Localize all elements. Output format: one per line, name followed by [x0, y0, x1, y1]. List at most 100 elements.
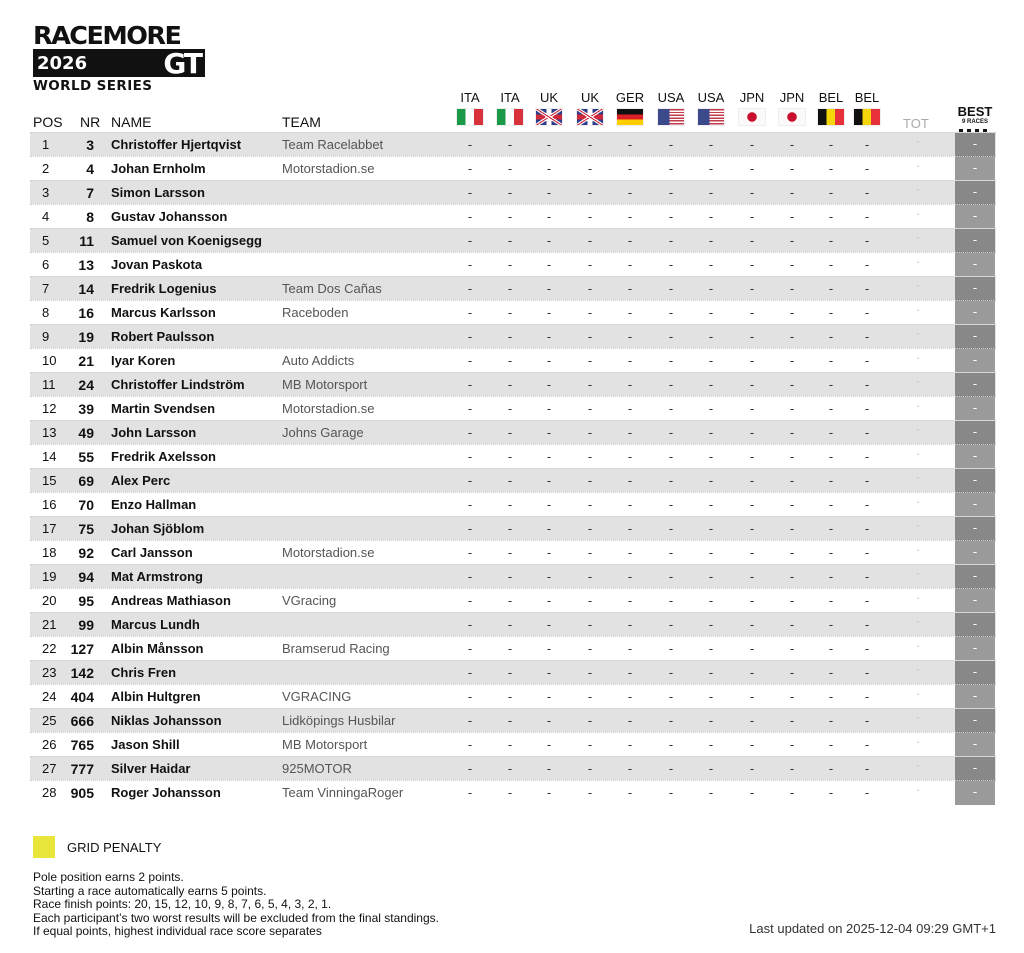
- table-row[interactable]: 17 75 Johan Sjöblom - - - - - - - - - - - - -: [30, 516, 996, 541]
- race-result: -: [467, 329, 473, 344]
- best-9-points: -: [955, 733, 995, 757]
- race-result: -: [668, 161, 674, 176]
- race-result: -: [587, 185, 593, 200]
- race-result: -: [546, 305, 552, 320]
- position: 15: [42, 473, 57, 488]
- table-row[interactable]: 3 7 Simon Larsson - - - - - - - - - - - - -: [30, 180, 996, 205]
- race-result: -: [828, 641, 834, 656]
- italy-flag-icon: [456, 108, 484, 126]
- total-points: -: [916, 233, 920, 244]
- race-result: -: [789, 137, 795, 152]
- race-result: -: [749, 425, 755, 440]
- driver-name: Martin Svendsen: [111, 401, 216, 416]
- race-result: -: [828, 497, 834, 512]
- race-result: -: [828, 425, 834, 440]
- car-number: 16: [78, 305, 94, 321]
- total-points: -: [916, 713, 920, 724]
- table-row[interactable]: 13 49 John Larsson Johns Garage - - - - - - - - -…: [30, 420, 996, 445]
- race-result: -: [789, 377, 795, 392]
- table-row[interactable]: 21 99 Marcus Lundh - - - - - - - - - - - - -: [30, 612, 996, 637]
- race-result: -: [467, 281, 473, 296]
- race-result: -: [708, 353, 714, 368]
- race-result: -: [587, 353, 593, 368]
- race-result: -: [467, 137, 473, 152]
- race-result: -: [749, 785, 755, 800]
- race-result: -: [627, 281, 633, 296]
- table-row[interactable]: 10 21 Iyar Koren Auto Addicts - - - - - - - - - - -…: [30, 348, 996, 373]
- race-result: -: [507, 593, 513, 608]
- table-row[interactable]: 15 69 Alex Perc - - - - - - - - - - - - -: [30, 468, 996, 493]
- total-points: -: [916, 545, 920, 556]
- race-header: GER: [610, 90, 650, 126]
- position: 24: [42, 689, 57, 704]
- race-result: -: [828, 401, 834, 416]
- germany-flag-icon: [616, 108, 644, 126]
- table-row[interactable]: 24 404 Albin Hultgren VGRACING - - - - - - - - - -…: [30, 684, 996, 709]
- car-number: 777: [70, 761, 94, 777]
- race-result: -: [864, 713, 870, 728]
- table-row[interactable]: 9 19 Robert Paulsson - - - - - - - - - - - - -: [30, 324, 996, 349]
- table-row[interactable]: 1 3 Christoffer Hjertqvist Team Racelabb…: [30, 132, 996, 157]
- table-row[interactable]: 12 39 Martin Svendsen Motorstadion.se - - -…: [30, 396, 996, 421]
- total-points: -: [916, 377, 920, 388]
- best-9-points: -: [955, 205, 995, 229]
- driver-name: Simon Larsson: [111, 185, 205, 200]
- race-result: -: [627, 137, 633, 152]
- best-9-points: -: [955, 181, 995, 205]
- race-header: USA: [691, 90, 731, 126]
- race-result: -: [627, 641, 633, 656]
- belgium-flag-icon: [817, 108, 845, 126]
- position: 16: [42, 497, 57, 512]
- table-row[interactable]: 20 95 Andreas Mathiason VGracing - - - - - - - -…: [30, 588, 996, 613]
- race-result: -: [507, 329, 513, 344]
- race-result: -: [668, 617, 674, 632]
- table-row[interactable]: 18 92 Carl Jansson Motorstadion.se - - - - - -…: [30, 540, 996, 565]
- table-row[interactable]: 19 94 Mat Armstrong - - - - - - - - - - - - -: [30, 564, 996, 589]
- race-result: -: [708, 257, 714, 272]
- table-row[interactable]: 7 14 Fredrik Logenius Team Dos Cañas - - - -…: [30, 276, 996, 301]
- race-result: -: [864, 233, 870, 248]
- best-9-points: -: [955, 397, 995, 421]
- race-result: -: [467, 641, 473, 656]
- race-result: -: [864, 689, 870, 704]
- table-row[interactable]: 25 666 Niklas Johansson Lidköpings Husbi…: [30, 708, 996, 733]
- total-points: -: [916, 305, 920, 316]
- driver-name: Jovan Paskota: [111, 257, 203, 272]
- table-row[interactable]: 5 11 Samuel von Koenigsegg ------------ …: [30, 228, 996, 253]
- table-row[interactable]: 6 13 Jovan Paskota - - - - - - - - - - - - -: [30, 252, 996, 277]
- driver-name: Gustav Johansson: [111, 209, 228, 224]
- race-result: -: [507, 713, 513, 728]
- race-result: -: [507, 473, 513, 488]
- race-result: -: [708, 689, 714, 704]
- table-row[interactable]: 23 142 Chris Fren - - - - - - - - - - - - -: [30, 660, 996, 685]
- race-result: -: [668, 329, 674, 344]
- table-row[interactable]: 8 16 Marcus Karlsson Raceboden - - - - - - - - - -…: [30, 300, 996, 325]
- total-points: -: [916, 353, 920, 364]
- race-result: -: [708, 329, 714, 344]
- table-row[interactable]: 11 24 Christoffer Lindström MB Motorspor…: [30, 372, 996, 397]
- table-row[interactable]: 28 905 Roger Johansson Team VinningaRoge…: [30, 780, 996, 805]
- race-result: -: [467, 257, 473, 272]
- best-9-points: -: [955, 253, 995, 277]
- total-points: -: [916, 761, 920, 772]
- race-header: UK: [529, 90, 569, 126]
- header-name: NAME: [111, 114, 152, 130]
- best-9-points: -: [955, 493, 995, 517]
- table-row[interactable]: 16 70 Enzo Hallman - - - - - - - - - - - - -: [30, 492, 996, 517]
- race-result: -: [789, 257, 795, 272]
- race-result: -: [708, 425, 714, 440]
- table-row[interactable]: 4 8 Gustav Johansson - - - - - - - - - - - - -: [30, 204, 996, 229]
- car-number: 99: [78, 617, 94, 633]
- table-row[interactable]: 2 4 Johan Ernholm Motorstadion.se - - - - - - -…: [30, 156, 996, 181]
- table-row[interactable]: 14 55 Fredrik Axelsson - - - - - - - - - - - - -: [30, 444, 996, 469]
- race-result: -: [507, 449, 513, 464]
- table-row[interactable]: 26 765 Jason Shill MB Motorsport - - - - - - - -…: [30, 732, 996, 757]
- race-result: -: [708, 785, 714, 800]
- driver-name: Andreas Mathiason: [111, 593, 231, 608]
- header-nr: NR: [80, 114, 101, 130]
- race-result: -: [708, 281, 714, 296]
- header-best: BEST 9 RACES: [955, 105, 995, 135]
- table-row[interactable]: 27 777 Silver Haidar 925MOTOR - - - - - - - - - - -…: [30, 756, 996, 781]
- table-row[interactable]: 22 127 Albin Månsson Bramserud Racing - - -…: [30, 636, 996, 661]
- team-name: Johns Garage: [282, 425, 364, 440]
